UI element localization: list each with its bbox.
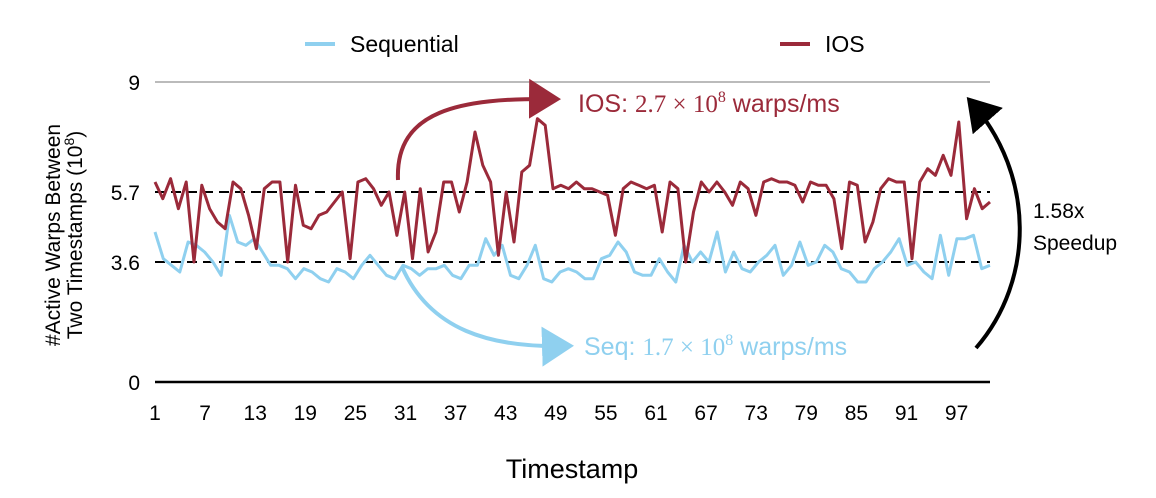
seq-rate-annotation: Seq: 1.7 × 108 warps/ms: [584, 332, 847, 361]
legend: Sequential IOS: [305, 31, 865, 57]
ios-rate-annotation: IOS: 2.7 × 108 warps/ms: [578, 89, 840, 118]
y-axis-label-line2: Two Timestamps (108): [61, 131, 87, 340]
x-tick-label: 73: [745, 402, 768, 425]
x-tick-label: 61: [644, 402, 667, 425]
x-tick-label: 49: [544, 402, 567, 425]
y-ticks: 0 3.6 5.7 9: [111, 72, 140, 395]
x-ticks: 1 7 13 19 25 31 37 43 49 55 61 67 73 79 85 91 97: [149, 402, 968, 425]
x-tick-label: 37: [444, 402, 467, 425]
x-axis-label: Timestamp: [506, 454, 639, 484]
speedup-label-line2: Speedup: [1033, 232, 1117, 255]
x-tick-label: 91: [895, 402, 918, 425]
y-axis-label: #Active Warps Between Two Timestamps (10…: [42, 124, 87, 346]
x-tick-label: 55: [594, 402, 617, 425]
speedup-label-line1: 1.58x: [1033, 200, 1085, 223]
series-line-ios: [153, 117, 991, 264]
x-tick-label: 19: [294, 402, 317, 425]
y-tick-label: 9: [128, 72, 140, 95]
x-tick-label: 85: [845, 402, 868, 425]
annotations: IOS: 2.7 × 108 warps/ms Seq: 1.7 × 108 w…: [395, 78, 1117, 367]
ios-arrow: [395, 78, 561, 181]
series-lines: [153, 117, 991, 284]
y-axis-label-line1: #Active Warps Between: [42, 124, 65, 346]
x-tick-label: 25: [344, 402, 367, 425]
y-tick-label: 3.6: [111, 252, 140, 275]
legend-label-ios: IOS: [825, 31, 865, 57]
x-tick-label: 43: [494, 402, 517, 425]
x-tick-label: 13: [244, 402, 267, 425]
series-line-sequential: [153, 213, 991, 284]
x-tick-label: 1: [149, 402, 161, 425]
plot-frame: [155, 81, 990, 384]
x-tick-label: 79: [795, 402, 818, 425]
x-tick-label: 67: [694, 402, 717, 425]
x-tick-label: 97: [945, 402, 968, 425]
x-tick-label: 31: [394, 402, 417, 425]
seq-arrow: [400, 266, 574, 367]
legend-label-sequential: Sequential: [350, 31, 459, 57]
x-tick-label: 7: [199, 402, 211, 425]
y-tick-label: 0: [128, 372, 140, 395]
speedup-arrow: [966, 96, 1022, 350]
y-tick-label: 5.7: [111, 182, 140, 205]
